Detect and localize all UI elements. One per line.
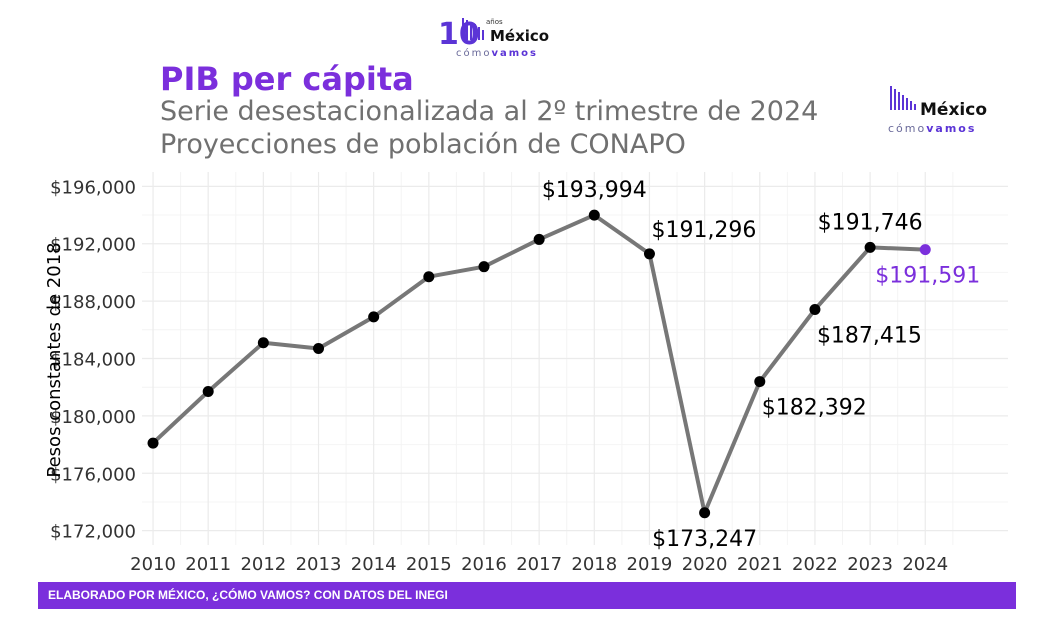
logo-right-word: México	[920, 100, 987, 120]
data-point	[257, 337, 269, 349]
x-tick-label: 2019	[627, 554, 673, 575]
data-label: $193,994	[542, 178, 647, 203]
x-tick-label: 2022	[792, 554, 838, 575]
line-chart: $193,994$191,296 $173,247 $182,392 $187,415…	[44, 172, 1008, 575]
data-point	[147, 437, 159, 449]
data-point	[423, 271, 435, 283]
x-tick-label: 2024	[902, 554, 948, 575]
y-axis-label: Pesos constantes de 2018	[44, 242, 65, 477]
x-tick-label: 2018	[571, 554, 617, 575]
logo-right-mark: México cómovamos	[888, 86, 987, 135]
y-tick-label: $188,000	[50, 292, 136, 313]
footer-bar: ELABORADO POR MÉXICO, ¿CÓMO VAMOS? CON D…	[38, 582, 1016, 609]
logo-top-small: años	[486, 18, 503, 26]
data-point	[643, 248, 655, 260]
x-tick-label: 2010	[130, 554, 176, 575]
logo-top-sub-b: vamos	[491, 48, 538, 59]
data-point	[533, 233, 545, 245]
data-label: $187,415	[817, 324, 922, 349]
data-point	[478, 261, 490, 273]
footer-credit: ELABORADO POR MÉXICO, ¿CÓMO VAMOS? CON D…	[48, 588, 448, 602]
x-tick-label: 2017	[516, 554, 562, 575]
x-tick-label: 2015	[406, 554, 452, 575]
x-tick-label: 2016	[461, 554, 507, 575]
logo-top-sub-a: cómo	[456, 47, 491, 59]
logo-right-sub-a: cómo	[888, 122, 926, 135]
chart-subtitle-2: Proyecciones de población de CONAPO	[160, 129, 686, 160]
data-point	[699, 507, 711, 519]
chart-title: PIB per cápita	[160, 60, 414, 98]
data-label: $173,247	[652, 527, 757, 552]
logo-top-mark: 10 años México cómovamos	[438, 17, 549, 59]
data-point	[368, 311, 380, 323]
logo-right-bars-icon	[890, 86, 916, 110]
data-point	[864, 241, 876, 253]
logo-top-word: México	[490, 27, 549, 45]
y-tick-label: $172,000	[50, 522, 136, 543]
data-point	[313, 342, 325, 354]
x-tick-label: 2023	[847, 554, 893, 575]
svg-text:cómovamos: cómovamos	[888, 122, 976, 135]
logo-right-sub-b: vamos	[926, 122, 976, 135]
x-tick-label: 2011	[185, 554, 231, 575]
label-layer: $193,994$191,296 $173,247 $182,392 $187,415…	[542, 178, 980, 552]
data-point	[202, 385, 214, 397]
data-label: $191,746	[818, 210, 923, 235]
x-tick-label: 2013	[296, 554, 342, 575]
x-tick-label: 2021	[737, 554, 783, 575]
data-point-latest	[919, 244, 931, 256]
logo-top-bars-icon	[462, 18, 484, 40]
y-tick-label: $180,000	[50, 407, 136, 428]
y-tick-label: $184,000	[50, 350, 136, 371]
point-layer	[147, 209, 931, 519]
y-tick-label: $176,000	[50, 464, 136, 485]
y-tick-label: $192,000	[50, 235, 136, 256]
logo-top-number: 10	[438, 17, 480, 52]
logo-top: 10 años México cómovamos	[436, 10, 566, 62]
data-point	[809, 304, 821, 316]
x-tick-label: 2020	[682, 554, 728, 575]
data-label: $191,296	[651, 218, 756, 243]
x-tick-label: 2014	[351, 554, 397, 575]
data-point	[588, 209, 600, 221]
axis-layer: $172,000 $176,000 $180,000 $184,000 $188,000…	[50, 177, 948, 575]
data-label: $182,392	[762, 396, 867, 421]
chart-subtitle-1: Serie desestacionalizada al 2º trimestre…	[160, 96, 819, 127]
x-tick-label: 2012	[240, 554, 286, 575]
data-label-latest: $191,591	[875, 264, 980, 289]
y-tick-label: $196,000	[50, 177, 136, 198]
logo-right: México cómovamos	[888, 84, 1000, 138]
svg-text:cómovamos: cómovamos	[456, 47, 538, 59]
grid-layer	[142, 172, 1008, 545]
data-point	[754, 376, 766, 388]
